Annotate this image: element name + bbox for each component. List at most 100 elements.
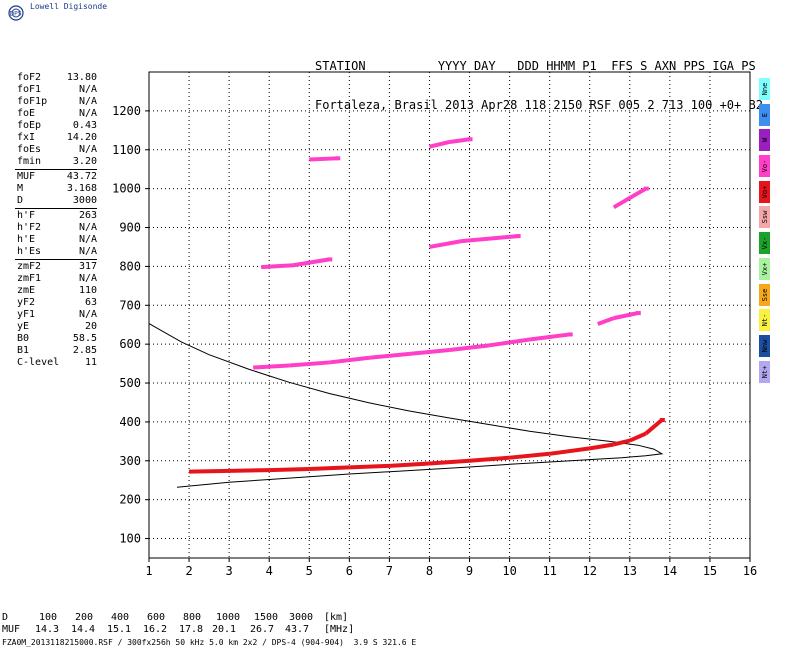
param-value: 2.85	[72, 345, 97, 356]
param-label: fxI	[17, 132, 36, 143]
param-row: h'Es N/A	[15, 246, 97, 258]
distance-unit: [km]	[324, 612, 349, 623]
param-label: foEp	[17, 120, 42, 131]
echo-trace	[613, 311, 639, 321]
param-label: zmF1	[17, 273, 42, 284]
polarization-legend: Nne E W Vo- Vo+ Ssw Vx- Vx+ Sse Nt- Nnw Nt+	[759, 78, 770, 386]
x-tick-label: 6	[346, 564, 353, 578]
muf-value: 15.1	[107, 624, 132, 635]
echo-point	[659, 417, 665, 422]
legend-label: Nt+	[760, 365, 769, 378]
y-tick-label: 100	[119, 532, 141, 546]
param-row: M 3.168	[15, 183, 97, 195]
param-row: zmF2 317	[15, 261, 97, 273]
legend-item: Vx+	[759, 257, 770, 280]
echo-point	[327, 257, 333, 262]
param-label: C-level	[17, 357, 60, 368]
param-label: foE	[17, 108, 36, 119]
distance-value: 1500	[254, 612, 279, 623]
echo-trace	[389, 461, 430, 468]
param-row: foEs N/A	[15, 144, 97, 156]
x-tick-label: 4	[266, 564, 273, 578]
legend-item: Ssw	[759, 206, 770, 229]
distance-value: 800	[183, 612, 202, 623]
y-tick-label: 600	[119, 337, 141, 351]
param-row: foF1 N/A	[15, 84, 97, 96]
echo-trace	[469, 455, 510, 463]
y-tick-label: 1200	[112, 104, 141, 118]
param-label: fmin	[17, 156, 42, 167]
echo-trace	[449, 137, 470, 144]
param-label: h'F2	[17, 222, 42, 233]
y-tick-label: 200	[119, 493, 141, 507]
param-label: h'F	[17, 210, 36, 221]
legend-item: Vx-	[759, 232, 770, 255]
x-tick-label: 8	[426, 564, 433, 578]
echo-trace	[509, 451, 550, 460]
y-tick-label: 900	[119, 221, 141, 235]
distance-value: 100	[39, 612, 58, 623]
echo-point	[467, 137, 473, 142]
param-label: D	[17, 195, 24, 206]
x-tick-label: 12	[583, 564, 597, 578]
param-row: zmE 110	[15, 285, 97, 297]
legend-label: Nnw	[760, 339, 769, 353]
legend-label: Vx+	[760, 262, 769, 276]
station-header-labels: STATION YYYY DAY DDD HHMM P1 FFS S AXN P…	[315, 59, 756, 73]
legend-item: Nne	[759, 78, 770, 100]
muf-value: 20.1	[212, 624, 237, 635]
param-separator	[15, 208, 97, 209]
legend-label: E	[760, 112, 769, 117]
param-value: N/A	[78, 273, 97, 284]
echo-trace	[349, 463, 390, 470]
param-value: 3000	[72, 195, 97, 206]
distance-value: 400	[111, 612, 130, 623]
echo-point	[635, 311, 641, 316]
param-label: B1	[17, 345, 30, 356]
echo-trace	[329, 355, 370, 365]
echo-trace	[369, 351, 410, 360]
legend-item: W	[759, 129, 770, 152]
distance-value: 200	[75, 612, 94, 623]
distance-value: 600	[147, 612, 166, 623]
param-value: N/A	[78, 96, 97, 107]
echo-trace	[597, 316, 615, 326]
param-label: MUF	[17, 171, 36, 182]
muf-value: 17.8	[179, 624, 204, 635]
param-value: N/A	[78, 108, 97, 119]
param-value: 3.168	[66, 183, 97, 194]
distance-value: 3000	[289, 612, 314, 623]
legend-item: Nnw	[759, 334, 770, 357]
muf-value: 16.2	[143, 624, 168, 635]
param-value: 317	[78, 261, 97, 272]
x-tick-label: 2	[185, 564, 192, 578]
param-label: yF1	[17, 309, 36, 320]
param-value: 63	[84, 297, 97, 308]
param-row: h'E N/A	[15, 234, 97, 246]
legend-item: E	[759, 103, 770, 126]
logo-mark: DPS	[10, 11, 22, 18]
legend-item: Nt-	[759, 309, 770, 332]
echo-point	[515, 234, 521, 239]
param-row: zmF1 N/A	[15, 273, 97, 285]
param-value: N/A	[78, 84, 97, 95]
param-value: N/A	[78, 234, 97, 245]
y-tick-label: 800	[119, 259, 141, 273]
muf-unit: [MHz]	[324, 624, 355, 635]
param-value: 263	[78, 210, 97, 221]
param-value: 43.72	[66, 171, 97, 182]
muf-value: 14.3	[35, 624, 60, 635]
echo-trace	[289, 360, 330, 368]
echo-trace	[269, 466, 310, 473]
x-tick-label: 13	[623, 564, 637, 578]
y-tick-label: 1000	[112, 182, 141, 196]
param-label: zmE	[17, 285, 36, 296]
muf-label: MUF	[2, 624, 21, 635]
param-separator	[15, 259, 97, 260]
param-label: B0	[17, 333, 30, 344]
x-tick-label: 7	[386, 564, 393, 578]
param-label: yE	[17, 321, 30, 332]
param-label: foF1	[17, 84, 42, 95]
param-value: 58.5	[72, 333, 97, 344]
